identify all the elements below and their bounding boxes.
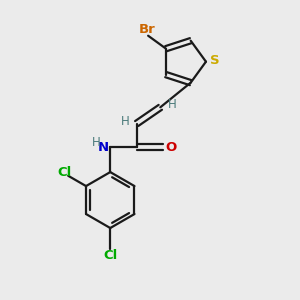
Text: Cl: Cl [103,249,117,262]
Text: N: N [97,141,109,154]
Text: S: S [210,54,220,67]
Text: O: O [166,141,177,154]
Text: Cl: Cl [58,166,72,179]
Text: H: H [121,115,129,128]
Text: H: H [168,98,177,111]
Text: H: H [92,136,100,149]
Text: Br: Br [138,23,155,36]
